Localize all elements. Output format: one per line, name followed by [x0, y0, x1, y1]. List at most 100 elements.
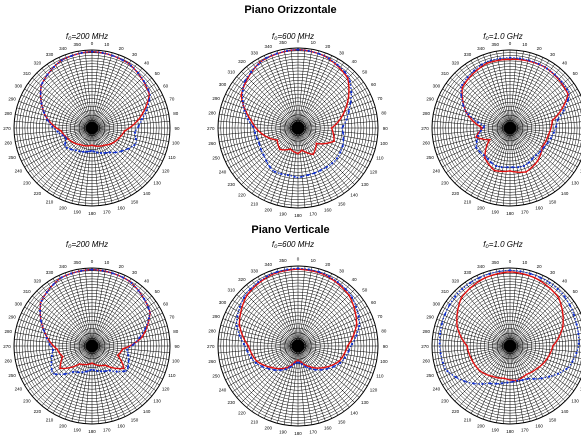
polar-plot-h1: 0 10 20 30 40 50 60 70 80 90 100 110 120 130 140 150 160… [3, 41, 180, 216]
series-point-blue-v1 [90, 268, 94, 271]
polar-spoke-v3 [510, 348, 531, 422]
angle-tick-label-v2: 160 [324, 426, 332, 431]
series-point-blue-v2 [357, 315, 360, 318]
angle-tick-label-v3: 220 [452, 409, 460, 414]
series-point-blue-v3 [548, 375, 551, 378]
angle-tick-label-v1: 350 [73, 260, 81, 265]
series-point-blue-v1 [54, 373, 58, 376]
polar-spoke-h2 [219, 113, 295, 128]
series-point-red-v2 [294, 360, 297, 363]
series-point-blue-v3 [506, 381, 509, 384]
angle-tick-label-h3: 320 [452, 61, 460, 66]
polar-spoke-v2 [299, 280, 345, 344]
polar-spoke-v1 [47, 281, 91, 344]
angle-tick-label-h2: 160 [324, 208, 332, 213]
series-point-blue-v1 [132, 343, 135, 346]
series-point-blue-h3 [556, 118, 559, 121]
angle-tick-label-h1: 280 [5, 111, 13, 116]
series-point-blue-h1 [52, 65, 56, 69]
polar-spoke-h3 [511, 130, 550, 196]
polar-spoke-h2 [228, 87, 296, 127]
series-point-blue-v2 [261, 365, 264, 368]
angle-tick-label-v3: 10 [522, 260, 528, 265]
series-point-blue-v1 [77, 371, 80, 374]
polar-center-v2 [291, 339, 305, 353]
series-point-blue-v3 [508, 269, 512, 272]
angle-tick-label-h1: 80 [173, 111, 179, 116]
angle-tick-label-h1: 240 [15, 168, 23, 173]
polar-spoke-h1 [94, 101, 166, 128]
polar-spoke-h2 [298, 131, 306, 208]
series-point-red-v3 [533, 276, 536, 279]
series-point-blue-h2 [262, 153, 265, 156]
angle-tick-label-h3: 40 [562, 61, 568, 66]
angle-tick-label-v1: 220 [34, 409, 42, 414]
angle-tick-label-h1: 70 [169, 97, 175, 102]
polar-spoke-v2 [257, 348, 297, 416]
polar-spoke-v1 [52, 278, 91, 344]
angle-tick-label-v1: 140 [143, 409, 151, 414]
polar-spoke-h1 [92, 54, 119, 126]
polar-spoke-h2 [257, 58, 297, 126]
polar-spoke-h1 [92, 50, 100, 125]
series-point-blue-h3 [528, 59, 531, 62]
polar-spoke-v3 [434, 325, 508, 346]
series-point-blue-v3 [532, 377, 536, 380]
series-point-blue-h2 [331, 162, 334, 165]
polar-spoke-h2 [299, 130, 339, 198]
series-point-blue-v2 [286, 268, 289, 271]
polar-spoke-h1 [15, 128, 89, 142]
series-point-blue-h3 [506, 166, 509, 169]
polar-spoke-v3 [476, 275, 509, 344]
polar-spoke-h3 [513, 115, 581, 128]
polar-spoke-h1 [27, 83, 90, 127]
angle-tick-label-v3: 200 [477, 424, 485, 429]
angle-tick-label-h2: 270 [207, 126, 215, 131]
angle-tick-label-h1: 270 [3, 126, 11, 131]
angle-tick-label-h1: 230 [23, 180, 31, 185]
polar-spoke-h1 [92, 131, 100, 206]
series-point-blue-v2 [242, 343, 246, 346]
angle-tick-label-v2: 260 [208, 359, 216, 364]
polar-spoke-v2 [301, 346, 376, 367]
series-point-blue-h1 [145, 109, 148, 112]
series-point-red-h3 [475, 136, 477, 139]
polar-spoke-h2 [257, 130, 297, 198]
series-point-blue-h2 [339, 151, 342, 154]
series-point-red-v3 [525, 373, 528, 376]
angle-tick-label-v1: 280 [5, 329, 13, 334]
polar-spoke-v2 [219, 346, 295, 361]
angle-tick-label-h1: 200 [59, 206, 67, 211]
polar-spoke-v2 [222, 318, 296, 346]
series-point-blue-h2 [258, 142, 261, 145]
polar-spoke-v1 [21, 312, 90, 345]
polar-outer-ring-v3 [431, 267, 581, 425]
polar-spoke-h3 [442, 88, 508, 127]
series-point-red-v1 [116, 354, 119, 357]
series-point-blue-h2 [327, 57, 330, 60]
series-point-red-h1 [103, 144, 105, 147]
series-point-blue-v2 [355, 334, 358, 337]
polar-spoke-v3 [433, 332, 507, 346]
series-point-red-h1 [79, 143, 82, 146]
polar-spoke-v2 [299, 348, 350, 408]
polar-spoke-h1 [94, 128, 168, 149]
angle-tick-label-h3: 30 [550, 52, 556, 57]
polar-spoke-h3 [512, 101, 581, 128]
series-point-blue-v2 [304, 365, 307, 368]
polar-spoke-h2 [301, 128, 377, 143]
polar-spoke-h1 [27, 129, 90, 173]
polar-spoke-v1 [78, 269, 92, 343]
polar-spoke-v3 [511, 348, 561, 406]
series-point-blue-v3 [440, 322, 443, 325]
polar-spoke-v3 [512, 319, 581, 346]
series-point-blue-h1 [140, 118, 143, 121]
polar-spoke-v1 [93, 281, 137, 344]
polar-spoke-v2 [300, 347, 364, 393]
polar-spoke-v1 [94, 346, 168, 367]
polar-spoke-v3 [511, 348, 544, 417]
series-point-blue-v1 [60, 276, 63, 279]
series-point-blue-v2 [293, 363, 296, 366]
series-point-blue-h3 [527, 161, 530, 164]
polar-spoke-h1 [16, 107, 90, 128]
